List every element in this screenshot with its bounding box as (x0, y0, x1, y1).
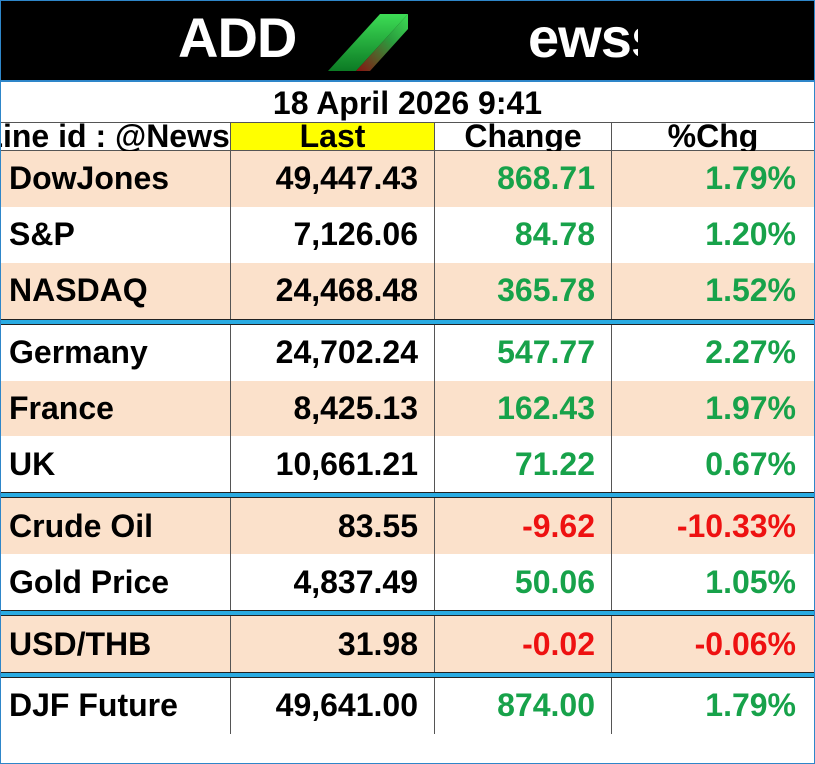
svg-text:ADD: ADD (178, 9, 296, 69)
svg-text:ewss: ewss (528, 9, 638, 69)
